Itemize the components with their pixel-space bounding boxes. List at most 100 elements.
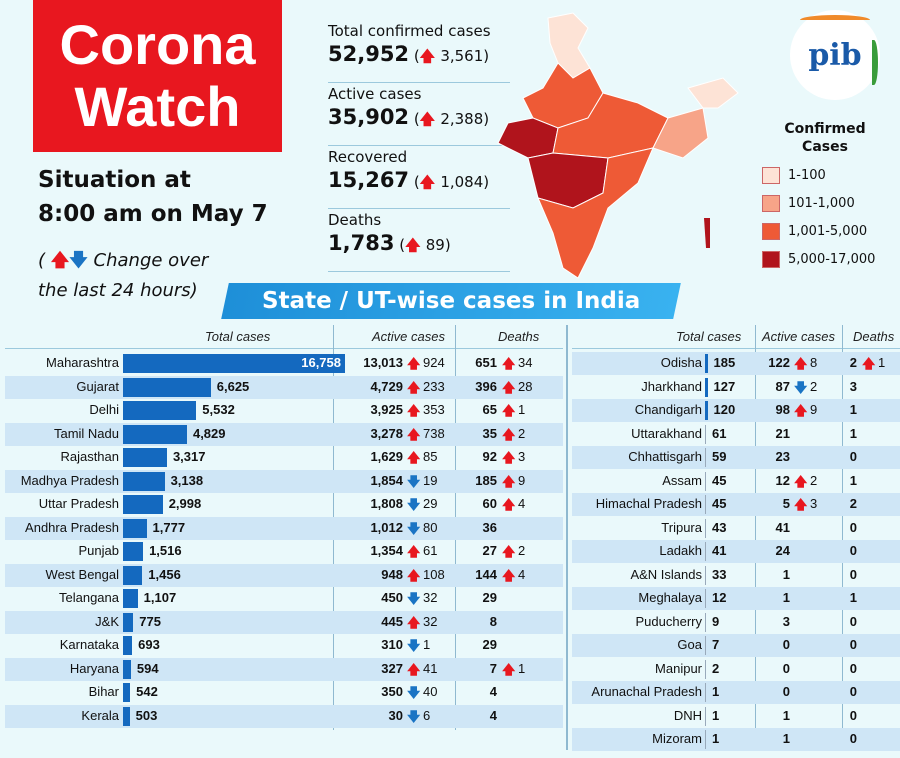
- situation-line-1: Situation at: [38, 167, 191, 193]
- table-row: Puducherry 9 3 0: [572, 611, 900, 634]
- total-cases-label: 503: [135, 707, 158, 723]
- arrow-up-icon: 🡅: [794, 473, 808, 489]
- state-name: Goa: [677, 637, 702, 652]
- total-cases-bar: [705, 401, 708, 420]
- map-gujarat: [497, 117, 559, 159]
- stat-value: 15,267: [328, 168, 410, 192]
- arrow-down-icon: 🡇: [69, 250, 88, 271]
- total-cases-label: 3,138: [170, 472, 204, 488]
- stat-value-line: 52,952 (🡅 3,561): [328, 42, 510, 71]
- map-legend: Confirmed Cases 1-100 101-1,000 1,001-5,00…: [760, 120, 890, 268]
- legend-swatch: [762, 251, 780, 268]
- india-map: [497, 12, 739, 279]
- arrow-up-icon: 🡅: [407, 544, 421, 559]
- stat-block: Total confirmed cases 52,952 (🡅 3,561): [328, 20, 510, 83]
- active-cases: 13,013: [363, 355, 403, 370]
- stat-value: 35,902: [328, 105, 410, 129]
- total-cases-bar: [123, 565, 143, 585]
- active-cases: 1: [782, 707, 790, 723]
- active-cases: 98: [775, 402, 790, 417]
- deaths: 185: [475, 472, 497, 488]
- active-change: 1: [423, 637, 431, 652]
- table-row: Haryana 594 327 🡅 41 7 🡅 1: [5, 657, 563, 681]
- state-name: Arunachal Pradesh: [591, 684, 702, 699]
- deaths-change: 2: [518, 543, 526, 558]
- total-cases-bar: [123, 683, 131, 702]
- arrow-down-icon: 🡇: [407, 520, 421, 536]
- state-name: Bihar: [88, 684, 119, 699]
- arrow-up-icon: 🡅: [407, 356, 421, 371]
- corona-watch-title: Corona Watch: [33, 0, 282, 152]
- table-row: Bihar 542 350 🡇 40 4: [5, 681, 563, 704]
- arrow-up-icon: 🡅: [502, 567, 516, 583]
- table-row: Uttar Pradesh 2,998 1,808 🡇 29 60 🡅 4: [5, 493, 563, 516]
- deaths: 4: [489, 684, 497, 699]
- state-name: DNH: [673, 707, 702, 723]
- stat-change-value: 1,084: [440, 173, 484, 191]
- deaths: 35: [482, 425, 497, 441]
- deaths: 0: [849, 543, 857, 558]
- arrow-up-icon: 🡅: [407, 426, 421, 442]
- active-change: 8: [810, 355, 818, 370]
- total-cases-bar: [705, 612, 706, 632]
- stat-change: (🡅 3,561): [409, 47, 490, 65]
- deaths: 8: [489, 613, 497, 629]
- total-cases-label: 43: [712, 519, 727, 535]
- state-name: Punjab: [78, 543, 119, 558]
- active-cases: 445: [381, 613, 403, 629]
- state-name: Karnataka: [59, 637, 119, 652]
- table-row: DNH 1 1 0: [572, 705, 900, 728]
- change-note-line-2: the last 24 hours): [38, 280, 198, 301]
- arrow-up-icon: 🡅: [502, 403, 516, 418]
- deaths-change: 1: [518, 660, 526, 676]
- deaths-change: 1: [878, 355, 886, 370]
- arrow-up-icon: 🡅: [407, 379, 421, 395]
- active-change: 108: [423, 566, 445, 582]
- stat-label: Active cases: [328, 85, 422, 103]
- arrow-down-icon: 🡇: [794, 379, 808, 395]
- active-cases: 1,854: [370, 472, 403, 488]
- legend-label: 5,000-17,000: [788, 252, 876, 267]
- stat-change: (🡅 2,388): [409, 110, 490, 128]
- stat-change-value: 2,388: [440, 110, 484, 128]
- total-cases-label: 1,516: [149, 543, 182, 558]
- table-row: Rajasthan 3,317 1,629 🡅 85 92 🡅 3: [5, 446, 563, 469]
- state-name: Uttarakhand: [631, 425, 702, 441]
- total-cases-bar: [705, 471, 706, 491]
- deaths: 1: [849, 590, 857, 605]
- right-header-active: Active cases: [762, 329, 835, 344]
- total-cases-label: 5,532: [202, 402, 235, 417]
- deaths: 0: [849, 637, 857, 652]
- deaths: 1: [849, 472, 857, 488]
- active-cases: 1: [782, 566, 790, 582]
- state-name: Rajasthan: [60, 449, 119, 464]
- total-cases-bar: [123, 659, 131, 679]
- state-name: Meghalaya: [638, 590, 702, 605]
- total-cases-bar: [705, 495, 706, 514]
- deaths: 0: [849, 613, 857, 629]
- active-change: 2: [810, 378, 818, 394]
- total-cases-bar: [123, 636, 133, 655]
- active-change: 19: [423, 472, 438, 488]
- active-cases: 327: [381, 660, 403, 676]
- deaths: 0: [849, 707, 857, 723]
- deaths: 4: [489, 707, 497, 723]
- arrow-down-icon: 🡇: [407, 638, 421, 653]
- active-change: 6: [423, 707, 431, 723]
- state-name: Telangana: [59, 590, 119, 605]
- stat-block: Deaths 1,783 (🡅 89): [328, 209, 510, 272]
- table-row: Jharkhand 127 87 🡇 2 3: [572, 376, 900, 399]
- total-cases-label: 1,107: [143, 590, 177, 605]
- legend-swatch: [762, 223, 780, 240]
- deaths: 0: [849, 519, 857, 535]
- section-banner: State / UT-wise cases in India: [221, 283, 681, 319]
- legend-item: 101-1,000: [762, 195, 890, 212]
- deaths-change: 34: [518, 355, 533, 370]
- active-cases: 21: [775, 425, 790, 441]
- arrow-up-icon: 🡅: [419, 110, 441, 128]
- active-change: 32: [423, 613, 438, 629]
- deaths-change: 2: [518, 425, 526, 441]
- legend-label: 1-100: [788, 168, 826, 183]
- total-cases-bar: [705, 354, 708, 373]
- total-cases-bar: [705, 659, 706, 679]
